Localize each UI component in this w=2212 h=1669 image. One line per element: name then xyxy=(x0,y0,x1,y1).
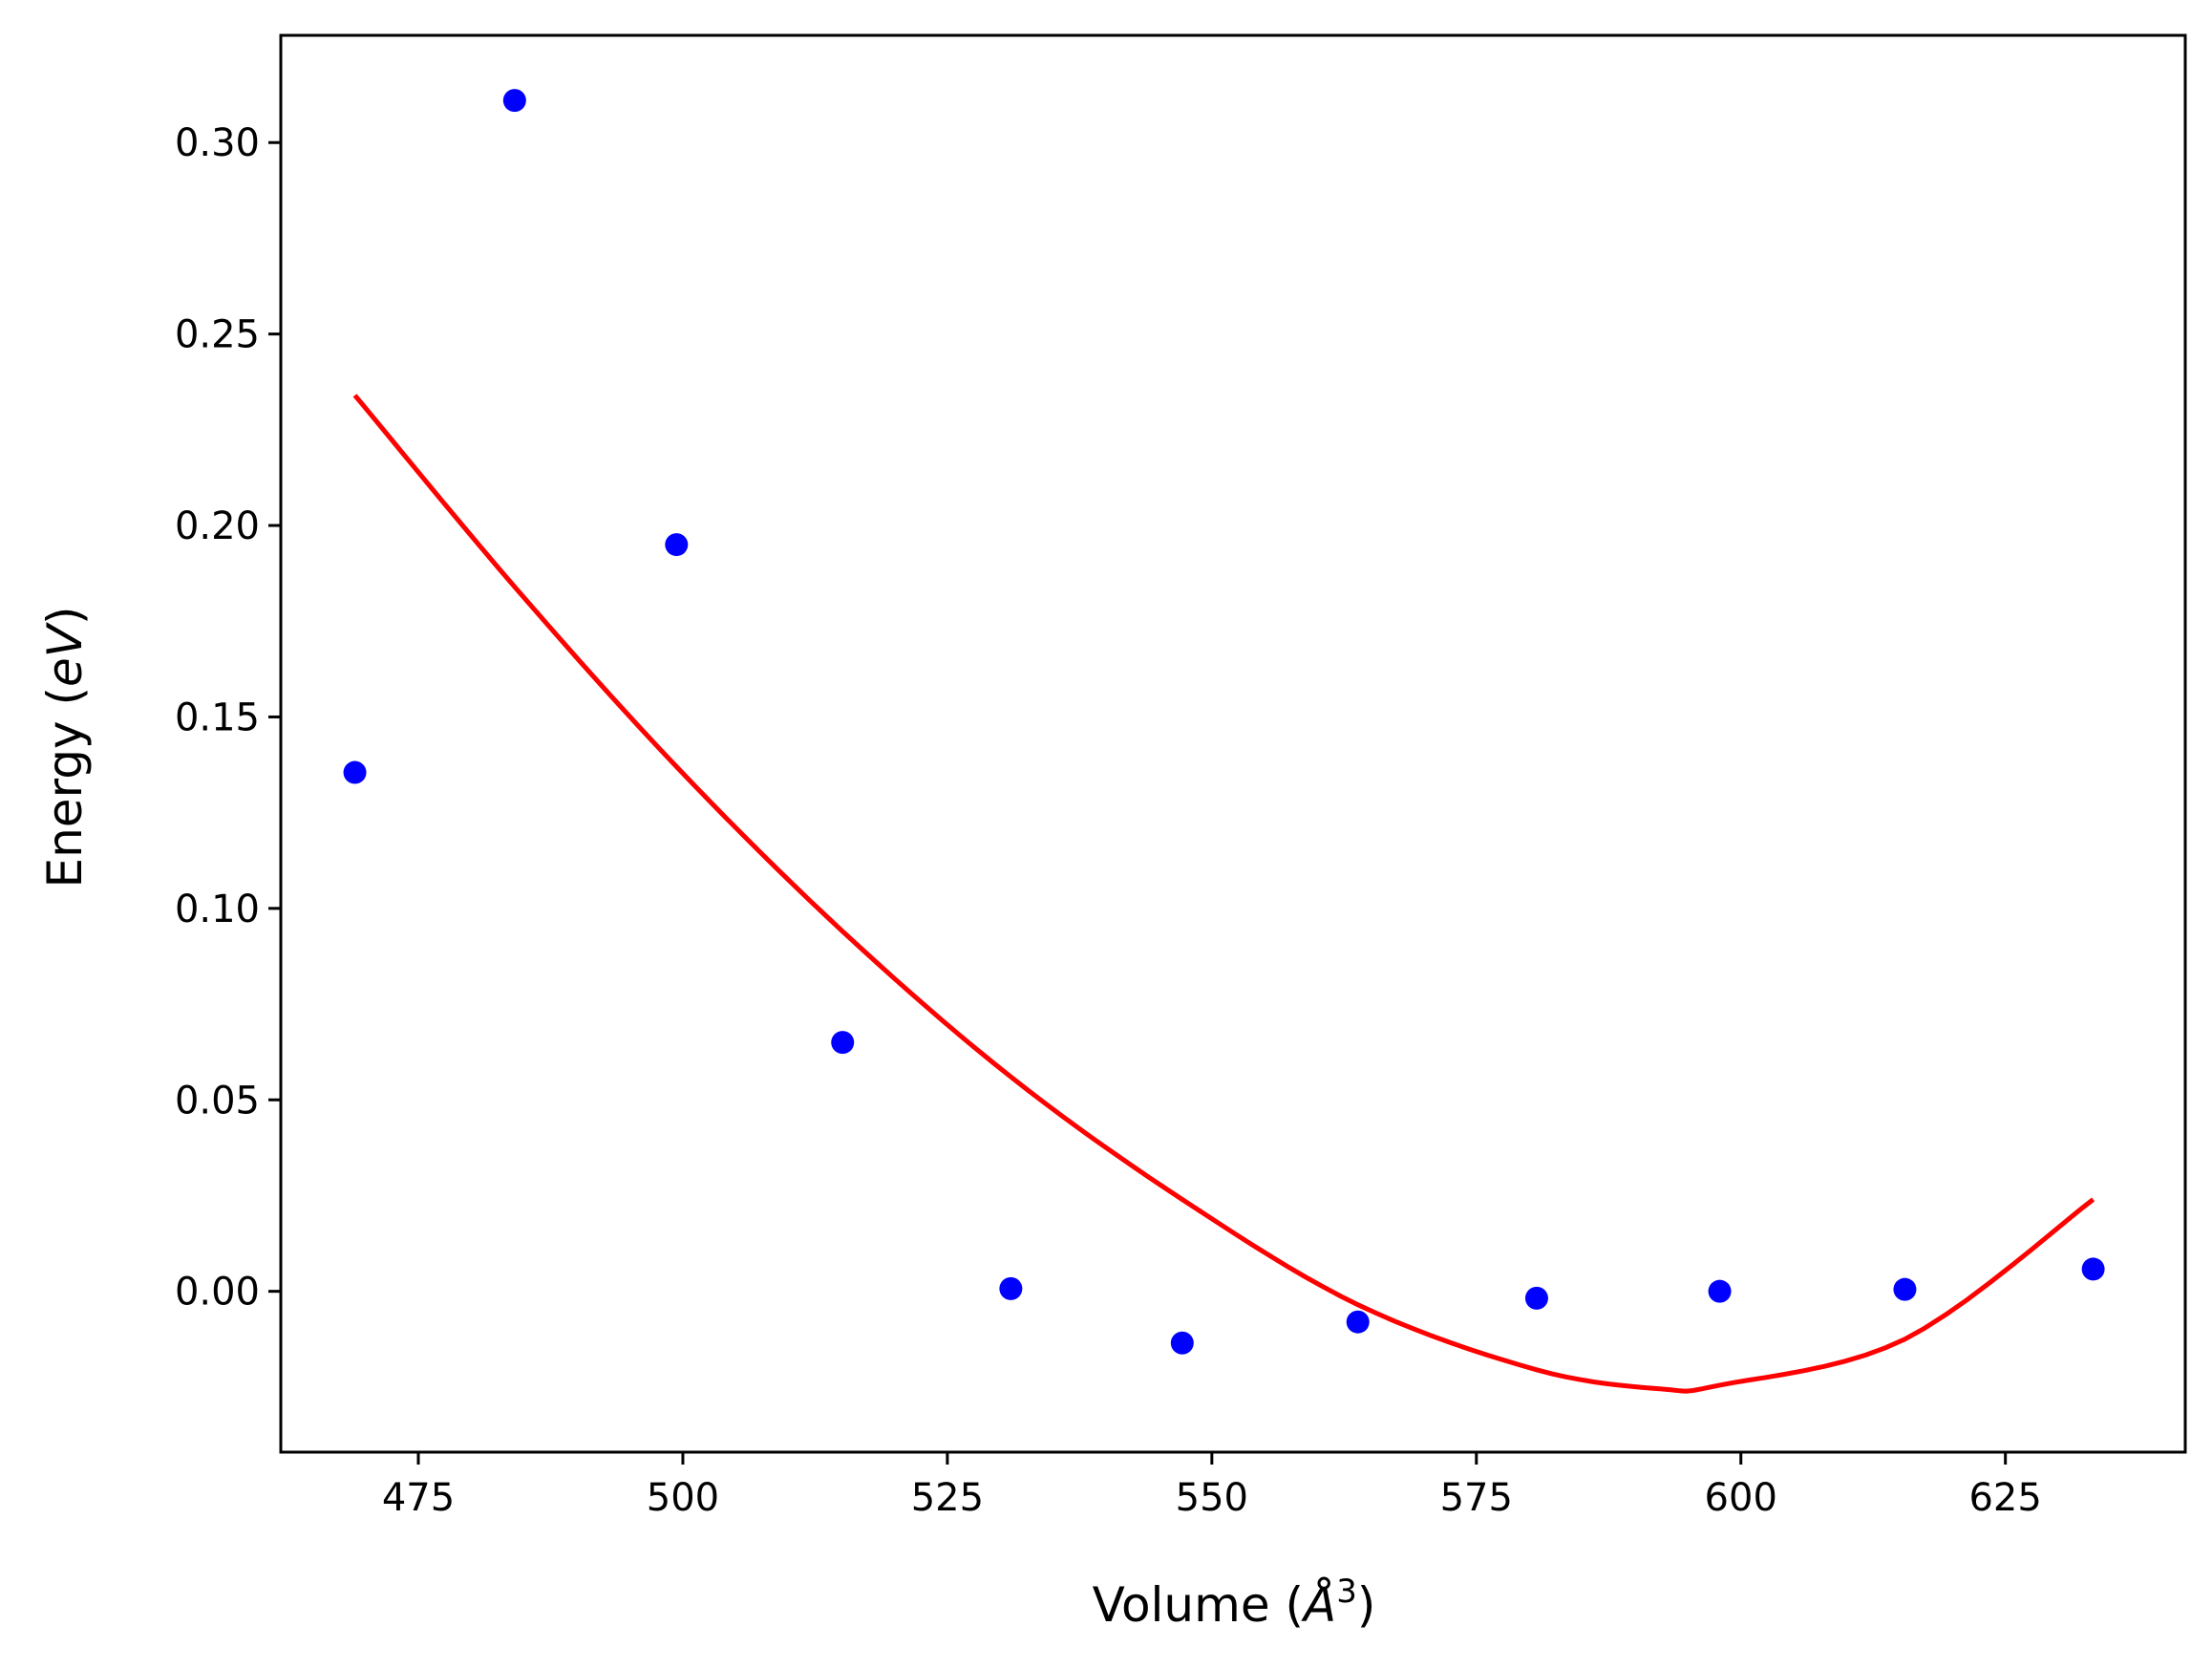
data-point xyxy=(665,533,689,557)
x-axis: 475 500 525 550 575 600 625 xyxy=(382,1452,2042,1520)
y-tick-label: 0.15 xyxy=(175,695,260,739)
data-point xyxy=(831,1031,855,1055)
y-tick-label: 0.25 xyxy=(175,313,260,357)
x-axis-label: Volume (Å3) xyxy=(1093,1573,1376,1633)
x-tick-label: 575 xyxy=(1440,1476,1513,1520)
y-axis: 0.00 0.05 0.10 0.15 0.20 0.25 0.30 xyxy=(175,121,281,1315)
y-tick-label: 0.10 xyxy=(175,888,260,931)
x-tick-label: 625 xyxy=(1968,1476,2041,1520)
data-point xyxy=(1524,1286,1548,1310)
y-tick-label: 0.05 xyxy=(175,1079,260,1123)
data-point xyxy=(343,760,367,784)
y-axis-label: Energy (eV) xyxy=(37,607,93,888)
x-tick-label: 600 xyxy=(1705,1476,1777,1520)
plot-frame xyxy=(279,33,2187,1454)
y-tick-label: 0.00 xyxy=(175,1271,260,1315)
data-point xyxy=(1170,1331,1194,1355)
data-point xyxy=(2081,1257,2105,1281)
x-tick-label: 550 xyxy=(1176,1476,1248,1520)
x-tick-label: 475 xyxy=(382,1476,455,1520)
y-tick-label: 0.30 xyxy=(175,121,260,165)
data-point xyxy=(1708,1279,1732,1303)
fit-curve xyxy=(352,394,2095,1394)
plot-area xyxy=(343,89,2105,1394)
data-point xyxy=(999,1276,1023,1300)
data-point xyxy=(1893,1277,1917,1301)
data-point xyxy=(502,89,526,113)
data-point xyxy=(1346,1310,1370,1334)
x-tick-label: 525 xyxy=(911,1476,984,1520)
y-tick-label: 0.20 xyxy=(175,504,260,548)
x-tick-label: 500 xyxy=(647,1476,719,1520)
